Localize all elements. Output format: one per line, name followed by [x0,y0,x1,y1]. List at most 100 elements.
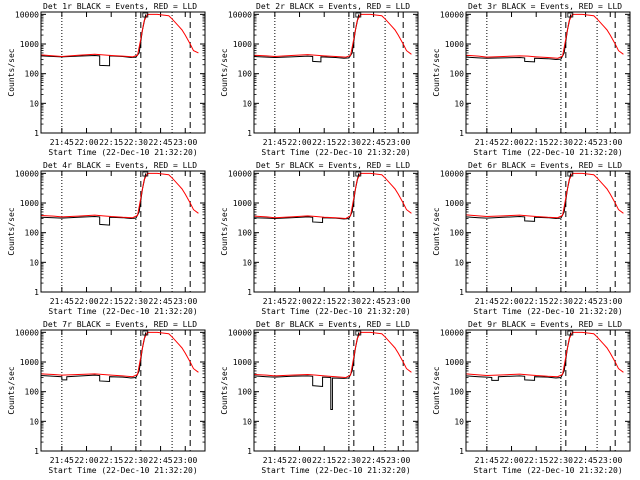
y-tick-label: 1 [247,447,252,456]
y-tick-label: 10 [29,417,39,426]
y-tick-label: 1000 [445,199,464,208]
x-tick-label: 22:00 [499,297,523,306]
x-tick-label: 22:30 [337,138,361,147]
y-axis-label: Counts/sec [432,48,441,96]
y-tick-label: 100 [25,229,40,238]
panel-title: Det 1r BLACK = Events, RED = LLD [43,2,197,11]
x-tick-label: 22:00 [499,456,523,465]
lld-series-line [466,172,624,219]
x-tick-label: 22:45 [362,138,386,147]
peak-marker [355,330,362,336]
x-tick-label: 23:00 [386,138,410,147]
detector-panel: Det 6r BLACK = Events, RED = LLD 1 10 100 10… [432,161,631,316]
events-series-line [41,14,147,67]
x-tick-label: 22:00 [287,297,311,306]
peak-marker [567,330,574,336]
lld-series-line [41,331,199,378]
x-tick-label: 23:00 [598,297,622,306]
lld-series-line [254,331,412,379]
y-tick-label: 1000 [445,40,464,49]
plot-frame [40,170,206,293]
y-tick-label: 10 [454,258,464,267]
panel-title: Det 4r BLACK = Events, RED = LLD [43,161,197,170]
x-tick-label: 22:45 [362,456,386,465]
peak-marker [355,171,362,177]
x-tick-label: 22:30 [124,456,148,465]
x-axis-label: Start Time (22-Dec-10 21:32:20) [48,307,197,316]
peak-marker [142,12,149,18]
y-tick-label: 1 [459,288,464,297]
panel-title: Det 6r BLACK = Events, RED = LLD [468,161,622,170]
y-axis-label: Counts/sec [220,207,229,255]
x-tick-label: 22:15 [99,297,123,306]
x-tick-label: 22:00 [74,297,98,306]
x-tick-label: 21:45 [475,456,499,465]
x-tick-label: 21:45 [263,297,287,306]
y-tick-label: 1 [459,129,464,138]
x-tick-label: 22:15 [312,297,336,306]
y-tick-label: 10000 [15,10,39,19]
plot-frame [253,170,419,293]
lld-series-line [466,331,624,378]
events-series-line [41,332,147,383]
x-tick-label: 22:45 [574,297,598,306]
panel-title: Det 9r BLACK = Events, RED = LLD [468,320,622,329]
detector-panel: Det 3r BLACK = Events, RED = LLD 1 10 100 10… [432,2,631,157]
x-tick-label: 21:45 [263,456,287,465]
x-axis-label: Start Time (22-Dec-10 21:32:20) [473,307,622,316]
y-axis-label: Counts/sec [220,48,229,96]
plot-frame [40,329,206,452]
x-tick-label: 22:00 [74,456,98,465]
x-tick-label: 23:00 [173,456,197,465]
plot-frame [465,329,631,452]
x-tick-label: 22:00 [287,138,311,147]
y-tick-label: 10 [242,417,252,426]
x-tick-label: 21:45 [50,138,74,147]
x-tick-label: 23:00 [598,138,622,147]
x-tick-label: 22:30 [337,456,361,465]
lld-series-line [466,13,624,59]
x-tick-label: 22:30 [549,297,573,306]
y-tick-label: 100 [238,229,253,238]
x-tick-label: 22:30 [124,297,148,306]
y-tick-label: 100 [238,388,253,397]
x-axis-label: Start Time (22-Dec-10 21:32:20) [261,307,410,316]
panel-title: Det 7r BLACK = Events, RED = LLD [43,320,197,329]
x-axis-label: Start Time (22-Dec-10 21:32:20) [48,466,197,475]
lld-series-line [254,13,412,58]
y-tick-label: 100 [450,70,465,79]
detector-panel: Det 5r BLACK = Events, RED = LLD 1 10 100 10… [220,161,419,316]
panel-title: Det 8r BLACK = Events, RED = LLD [256,320,410,329]
y-tick-label: 1 [34,288,39,297]
x-tick-label: 22:15 [99,138,123,147]
x-tick-label: 22:15 [312,456,336,465]
y-tick-label: 10 [29,258,39,267]
lld-series-line [41,13,199,58]
x-axis-label: Start Time (22-Dec-10 21:32:20) [48,148,197,157]
events-series-line [466,173,572,222]
y-tick-label: 10000 [15,169,39,178]
events-series-line [254,173,360,224]
x-tick-label: 22:00 [499,138,523,147]
y-tick-label: 100 [450,388,465,397]
detector-panel: Det 8r BLACK = Events, RED = LLD 1 10 100 10… [220,320,419,475]
x-axis-label: Start Time (22-Dec-10 21:32:20) [473,148,622,157]
plot-frame [40,11,206,134]
x-tick-label: 22:45 [362,297,386,306]
x-tick-label: 23:00 [173,297,197,306]
y-tick-label: 10000 [440,10,464,19]
y-tick-label: 10000 [228,169,252,178]
x-tick-label: 22:45 [149,456,173,465]
x-axis-label: Start Time (22-Dec-10 21:32:20) [261,466,410,475]
y-axis-label: Counts/sec [7,366,16,414]
detector-panel: Det 4r BLACK = Events, RED = LLD 1 10 100 10… [7,161,206,316]
x-tick-label: 22:15 [524,138,548,147]
y-axis-label: Counts/sec [220,366,229,414]
x-axis-label: Start Time (22-Dec-10 21:32:20) [473,466,622,475]
peak-marker [142,171,149,177]
x-tick-label: 22:45 [149,297,173,306]
events-series-line [254,332,360,411]
peak-marker [355,12,362,18]
x-tick-label: 22:15 [524,456,548,465]
